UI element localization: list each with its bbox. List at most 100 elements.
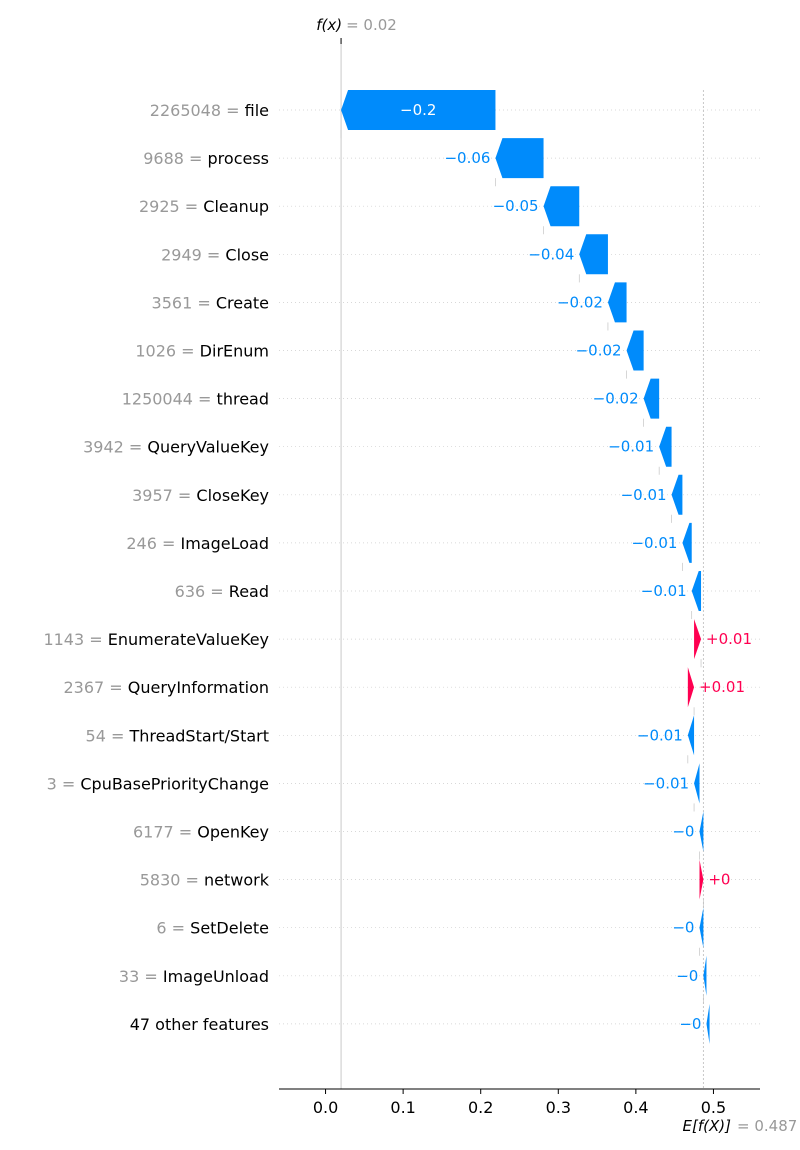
feature-label: 2265048 = file (150, 101, 269, 120)
feature-label: 9688 = process (143, 149, 269, 168)
feature-name: QueryValueKey (147, 438, 269, 457)
x-tick-label: 0.4 (623, 1098, 648, 1117)
shap-bar (607, 282, 627, 323)
feature-label-layer: 2265048 = file −0.2 9688 = process −0.06 292… (43, 101, 752, 1034)
shap-value-label: −0.02 (593, 390, 639, 408)
feature-value: 1143 = (43, 630, 107, 649)
x-tick-label: 0.2 (468, 1098, 493, 1117)
feature-label: 1026 = DirEnum (135, 342, 269, 361)
shap-bar (495, 138, 544, 179)
feature-value: 3957 = (132, 486, 196, 505)
shap-value-label: −0.01 (643, 774, 689, 792)
feature-name: Read (229, 582, 269, 601)
feature-value: 636 = (175, 582, 229, 601)
feature-name: 47 other features (130, 1015, 269, 1034)
feature-name: file (245, 101, 269, 120)
shap-bar (703, 955, 707, 996)
x-tick-label: 0.1 (390, 1098, 415, 1117)
feature-name: SetDelete (190, 919, 269, 938)
shap-bar (691, 571, 702, 611)
feature-value: 3 = (47, 774, 81, 793)
feature-name: ThreadStart/Start (128, 726, 269, 745)
shap-value-label: +0.01 (699, 678, 745, 696)
feature-value: 54 = (86, 726, 130, 745)
feature-value: 6 = (156, 919, 190, 938)
shap-value-label: +0.01 (706, 630, 752, 648)
feature-value: 3561 = (152, 293, 216, 312)
feature-value: 3942 = (83, 438, 147, 457)
feature-name: Close (225, 245, 269, 264)
feature-label: 3 = CpuBasePriorityChange (47, 774, 269, 793)
shap-bar (643, 378, 660, 419)
shap-bar (671, 474, 683, 515)
shap-value-label: −0.01 (637, 726, 683, 744)
shap-bar (694, 763, 700, 804)
shap-value-label: −0.2 (400, 101, 436, 119)
feature-label: 3561 = Create (152, 293, 269, 312)
feature-name: Create (216, 293, 269, 312)
feature-label: 2367 = QueryInformation (63, 678, 269, 697)
feature-name: Cleanup (203, 197, 269, 216)
feature-name: DirEnum (200, 342, 269, 361)
shap-bar (687, 667, 695, 708)
x-axis: 0.0 0.1 0.2 0.3 0.4 0.5 (279, 38, 760, 1117)
feature-label: 3942 = QueryValueKey (83, 438, 269, 457)
feature-name: QueryInformation (128, 678, 269, 697)
shap-bar (341, 90, 496, 130)
feature-value: 2949 = (161, 245, 225, 264)
shap-value-label: −0.02 (557, 293, 603, 311)
shap-bar (706, 1003, 710, 1044)
feature-name: thread (217, 390, 269, 409)
feature-label: 246 = ImageLoad (126, 534, 269, 553)
feature-name: network (204, 871, 270, 890)
shap-value-label: −0.04 (528, 245, 574, 263)
shap-value-label: −0 (679, 1015, 701, 1033)
feature-label: 6177 = OpenKey (133, 823, 269, 842)
shap-bar (687, 715, 695, 756)
feature-value: 33 = (119, 967, 163, 986)
shap-bar (699, 859, 704, 900)
shap-bar (659, 426, 672, 467)
feature-value: 5830 = (140, 871, 204, 890)
shap-bar (579, 234, 608, 275)
bar-layer (340, 90, 710, 1044)
feature-label: 1143 = EnumerateValueKey (43, 630, 269, 649)
feature-label: 47 other features (130, 1015, 269, 1034)
shap-value-label: −0 (676, 967, 698, 985)
shap-value-label: +0 (708, 871, 730, 889)
shap-bar (699, 811, 704, 852)
shap-value-label: −0.01 (641, 582, 687, 600)
x-tick-label: 0.3 (546, 1098, 571, 1117)
feature-label: 6 = SetDelete (156, 919, 269, 938)
feature-value: 6177 = (133, 823, 197, 842)
feature-value: 2925 = (139, 197, 203, 216)
feature-value: 1250044 = (122, 390, 217, 409)
shap-value-label: −0.05 (493, 197, 539, 215)
grid-layer (279, 109, 760, 1025)
shap-value-label: −0.01 (621, 486, 667, 504)
feature-value: 1026 = (135, 342, 199, 361)
feature-name: CpuBasePriorityChange (80, 774, 269, 793)
shap-value-label: −0.06 (444, 149, 490, 167)
shap-bar (682, 522, 692, 563)
feature-name: ImageLoad (181, 534, 270, 553)
feature-name: ImageUnload (163, 967, 269, 986)
shap-value-label: −0.01 (608, 438, 654, 456)
feature-name: EnumerateValueKey (108, 630, 269, 649)
x-tick-label: 0.0 (313, 1098, 338, 1117)
fx-label: f(x) (316, 16, 342, 34)
shap-value-label: −0 (672, 919, 694, 937)
feature-label: 636 = Read (175, 582, 269, 601)
feature-value: 2367 = (63, 678, 127, 697)
base-value: = 0.487 (737, 1117, 797, 1135)
feature-label: 2949 = Close (161, 245, 269, 264)
feature-name: process (208, 149, 269, 168)
feature-name: OpenKey (197, 823, 269, 842)
shap-value-label: −0.01 (631, 534, 677, 552)
feature-label: 33 = ImageUnload (119, 967, 269, 986)
feature-label: 2925 = Cleanup (139, 197, 269, 216)
feature-label: 5830 = network (140, 871, 270, 890)
x-tick-label: 0.5 (701, 1098, 726, 1117)
base-value-label: E[f(X)] (683, 1117, 732, 1135)
